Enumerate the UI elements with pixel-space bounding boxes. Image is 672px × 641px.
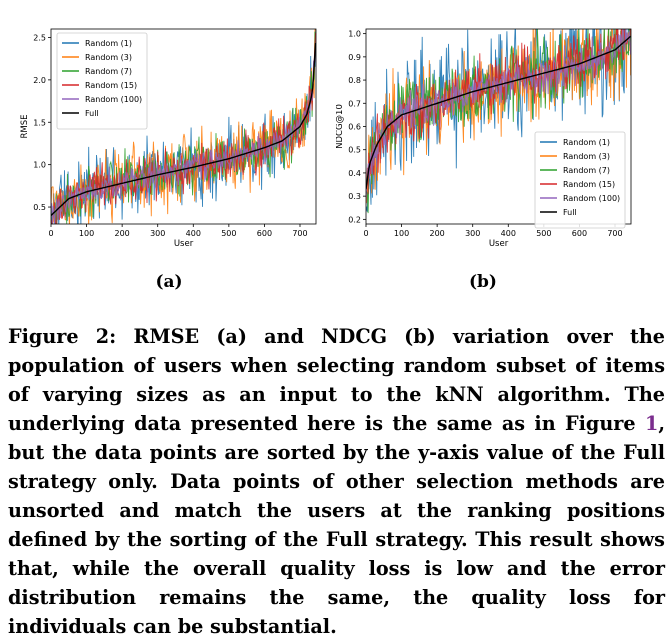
caption-text-2: , but the data points are sorted by the … (8, 412, 665, 638)
series-line-random-3 (366, 29, 631, 204)
figure-panel-a: 0 100 200 300 400 500 600 700 0.5 1.0 1.5 2.0 2.5 Use… (0, 0, 330, 300)
legend-label: Random (7) (563, 166, 610, 175)
caption-text-1: Figure 2: RMSE (a) and NDCG (b) variatio… (8, 325, 665, 435)
x-tick-label: 200 (430, 229, 445, 238)
legend-label: Full (85, 109, 99, 118)
x-tick-label: 400 (501, 229, 516, 238)
y-tick-label: 0.8 (348, 76, 361, 85)
legend-label: Random (15) (85, 81, 137, 90)
y-tick-label: 0.6 (348, 123, 361, 132)
rmse-line-chart: 0 100 200 300 400 500 600 700 0.5 1.0 1.5 2.0 2.5 Use… (20, 28, 317, 249)
x-tick-label: 400 (186, 229, 201, 238)
y-tick-label: 1.0 (348, 30, 361, 39)
legend-label: Random (1) (563, 138, 610, 147)
x-tick-label: 700 (292, 229, 307, 238)
chart-legend: Random (1) Random (3) Random (7) Random (15… (534, 131, 626, 229)
y-tick-label: 0.5 (33, 203, 46, 212)
x-axis-label: User (489, 239, 509, 249)
sublabel-a: (a) (155, 272, 183, 292)
x-tick-label: 300 (465, 229, 480, 238)
x-tick-label: 500 (536, 229, 551, 238)
x-tick-label: 100 (79, 229, 94, 238)
x-tick-label: 0 (363, 229, 368, 238)
y-tick-label: 0.7 (348, 99, 361, 108)
figure-caption: Figure 2: RMSE (a) and NDCG (b) variatio… (8, 322, 665, 641)
legend-label: Random (100) (85, 95, 142, 104)
y-tick-label: 1.5 (33, 118, 46, 127)
series-line-full (51, 42, 316, 217)
y-tick-label: 0.5 (348, 146, 361, 155)
legend-label: Full (563, 208, 577, 217)
legend-label: Random (7) (85, 67, 132, 76)
x-tick-label: 200 (115, 229, 130, 238)
chart-legend: Random (1) Random (3) Random (7) Random (15… (56, 32, 148, 130)
plot-frame (50, 28, 317, 225)
x-tick-label: 0 (48, 229, 53, 238)
figure-reference-link[interactable]: 1 (644, 412, 659, 435)
y-tick-label: 2.5 (33, 33, 46, 42)
x-tick-label: 600 (572, 229, 587, 238)
y-tick-label: 0.3 (348, 192, 361, 201)
legend-label: Random (1) (85, 39, 132, 48)
y-axis-label: RMSE (20, 114, 30, 138)
x-axis-label: User (174, 239, 194, 249)
figure-panel-b: 0 100 200 300 400 500 600 700 0.2 0.3 0.4 0.5 0.6 0.7… (335, 0, 666, 300)
x-tick-label: 700 (607, 229, 622, 238)
y-tick-label: 0.9 (348, 53, 361, 62)
legend-label: Random (15) (563, 180, 615, 189)
ndcg-line-chart: 0 100 200 300 400 500 600 700 0.2 0.3 0.4 0.5 0.6 0.7… (335, 28, 632, 249)
x-tick-label: 600 (257, 229, 272, 238)
series-line-full (366, 35, 631, 190)
y-axis-label: NDCG@10 (336, 104, 345, 149)
x-tick-label: 100 (394, 229, 409, 238)
x-tick-label: 500 (221, 229, 236, 238)
y-tick-label: 1.0 (33, 161, 46, 170)
y-tick-label: 2.0 (33, 76, 46, 85)
legend-label: Random (3) (85, 53, 132, 62)
legend-label: Random (100) (563, 194, 620, 203)
sublabel-b: (b) (469, 272, 497, 292)
y-tick-label: 0.4 (348, 169, 361, 178)
y-tick-label: 0.2 (348, 215, 361, 224)
legend-label: Random (3) (563, 152, 610, 161)
series-line-random-15 (366, 29, 631, 195)
x-tick-label: 300 (150, 229, 165, 238)
